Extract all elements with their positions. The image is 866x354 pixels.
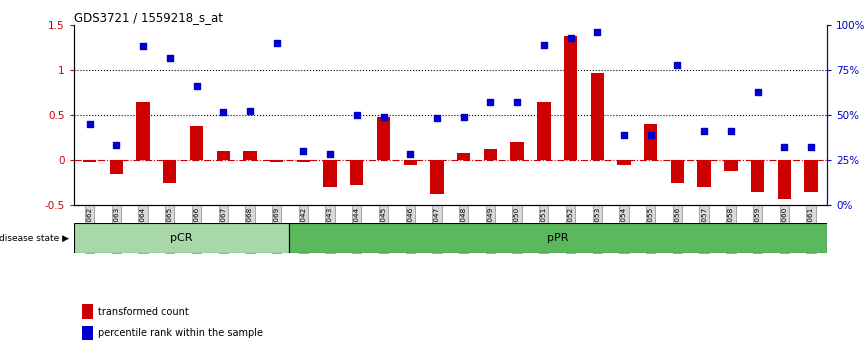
Bar	[617, 160, 630, 165]
Point	[136, 43, 150, 48]
Bar	[671, 160, 684, 183]
Bar	[83, 160, 96, 162]
Point	[83, 121, 97, 127]
Point	[430, 115, 444, 121]
Text: pCR: pCR	[170, 233, 192, 243]
Bar	[510, 142, 524, 160]
Bar	[350, 160, 364, 185]
Text: disease state ▶: disease state ▶	[0, 234, 69, 242]
Point	[483, 99, 497, 104]
Point	[643, 132, 657, 138]
Point	[243, 108, 257, 113]
Point	[537, 42, 551, 47]
Bar	[289, 223, 827, 253]
Bar	[163, 160, 177, 183]
Point	[804, 144, 818, 149]
Bar	[564, 36, 578, 160]
Bar	[323, 160, 337, 187]
Point	[456, 114, 470, 120]
Point	[323, 151, 337, 157]
Bar	[484, 149, 497, 160]
Point	[269, 40, 283, 46]
Point	[216, 109, 230, 115]
Bar	[591, 73, 604, 160]
Bar	[297, 160, 310, 162]
Bar	[537, 102, 551, 160]
Bar	[644, 124, 657, 160]
Bar	[270, 160, 283, 162]
Text: percentile rank within the sample: percentile rank within the sample	[98, 328, 263, 338]
Point	[617, 132, 631, 138]
Point	[163, 55, 177, 61]
Text: GDS3721 / 1559218_s_at: GDS3721 / 1559218_s_at	[74, 11, 223, 24]
Bar	[778, 160, 791, 199]
Point	[724, 129, 738, 134]
Bar	[243, 151, 256, 160]
Point	[510, 99, 524, 104]
Bar	[724, 160, 738, 171]
Bar	[457, 153, 470, 160]
Bar	[190, 126, 204, 160]
Bar	[430, 160, 443, 194]
Text: transformed count: transformed count	[98, 307, 189, 316]
Point	[591, 29, 604, 35]
Point	[670, 63, 684, 68]
Point	[190, 83, 204, 89]
Point	[697, 129, 711, 134]
Point	[404, 151, 417, 157]
Point	[350, 112, 364, 118]
Bar	[751, 160, 764, 192]
Bar	[216, 151, 229, 160]
Bar	[110, 160, 123, 174]
Bar	[377, 117, 391, 160]
Bar	[805, 160, 818, 192]
Point	[564, 35, 578, 41]
Text: pPR: pPR	[547, 233, 569, 243]
Point	[751, 90, 765, 95]
Bar	[404, 160, 417, 165]
Bar	[136, 102, 150, 160]
Point	[377, 114, 391, 120]
Point	[109, 142, 123, 148]
Point	[778, 144, 792, 149]
Bar	[74, 223, 289, 253]
Bar	[697, 160, 711, 187]
Point	[296, 148, 310, 154]
